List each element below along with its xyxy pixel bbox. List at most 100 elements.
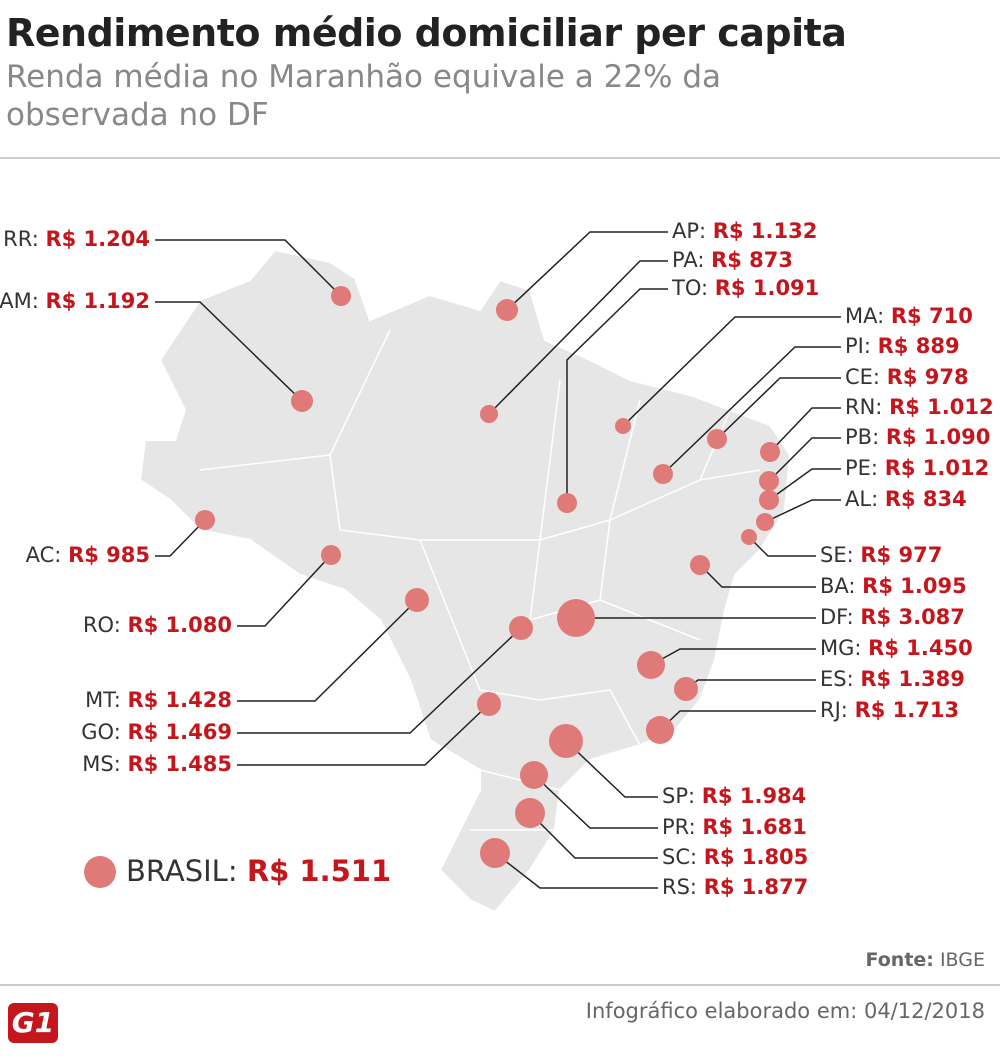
state-label: MG: R$ 1.450 [820,636,973,660]
state-dot [549,724,583,758]
state-label: ES: R$ 1.389 [820,667,965,691]
leader-line [622,316,841,427]
state-value: R$ 1.095 [862,574,967,598]
state-dot [557,493,577,513]
credit: Infográfico elaborado em: 04/12/2018 [586,999,985,1023]
state-value: R$ 1.984 [702,784,807,808]
state-code: MA: [845,304,884,328]
state-dot [690,555,710,575]
state-label: RO: R$ 1.080 [83,613,232,637]
state-label: RJ: R$ 1.713 [820,698,959,722]
leader-line [155,301,303,402]
state-dot [291,390,313,412]
leader-line [768,437,841,482]
leader-line [237,627,522,734]
state-code: PB: [845,425,879,449]
state-dot [760,442,780,462]
state-dot [674,677,698,701]
state-dot [741,529,757,545]
state-value: R$ 834 [885,487,967,511]
leader-line [488,260,668,415]
state-code: AC: [26,543,62,567]
state-value: R$ 1.012 [889,395,994,419]
leader-line [769,407,841,453]
state-label: SE: R$ 977 [820,543,942,567]
state-label: GO: R$ 1.469 [81,720,232,744]
state-dot [496,299,518,321]
state-value: R$ 1.204 [45,227,150,251]
state-label: PI: R$ 889 [845,334,960,358]
national-label: BRASIL: [126,854,238,888]
state-value: R$ 978 [887,365,969,389]
state-label: MT: R$ 1.428 [85,688,232,712]
state-label: RR: R$ 1.204 [3,227,150,251]
state-code: DF: [820,605,854,629]
state-value: R$ 1.681 [702,815,807,839]
state-value: R$ 1.428 [127,688,232,712]
state-code: RR: [3,227,39,251]
leader-line [565,740,658,798]
state-code: RO: [83,613,121,637]
state-dot [480,838,510,868]
state-value: R$ 1.469 [127,720,232,744]
leader-line [237,703,490,766]
state-code: PI: [845,334,871,358]
state-value: R$ 1.713 [855,698,960,722]
state-code: RN: [845,395,882,419]
state-code: AP: [672,219,706,243]
state-value: R$ 1.091 [715,276,820,300]
state-label: RS: R$ 1.877 [662,875,808,899]
state-dot [480,405,498,423]
state-dot [653,464,673,484]
state-label: PB: R$ 1.090 [845,425,990,449]
state-code: MS: [82,752,121,776]
state-dot [615,418,631,434]
state-label: BA: R$ 1.095 [820,574,967,598]
state-label: RN: R$ 1.012 [845,395,994,419]
state-value: R$ 1.877 [704,875,809,899]
leader-line [529,812,658,859]
state-value: R$ 710 [891,304,973,328]
leader-line [662,346,841,475]
state-dot [195,510,215,530]
source-name: IBGE [940,949,985,971]
state-label: MA: R$ 710 [845,304,973,328]
state-dot [637,651,665,679]
subtitle: Renda média no Maranhão equivale a 22% d… [6,59,722,133]
national-value: R$ 1.511 [247,854,391,888]
leader-line [699,564,816,588]
state-code: SE: [820,543,854,567]
state-dot [646,716,674,744]
brazil-outline [138,248,792,914]
state-value: R$ 1.485 [127,752,232,776]
state-label: PE: R$ 1.012 [845,456,989,480]
state-value: R$ 889 [878,334,960,358]
state-dot [707,429,727,449]
state-label: AL: R$ 834 [845,487,967,511]
state-label: SP: R$ 1.984 [662,784,806,808]
leader-line [155,239,342,297]
leader-line [237,599,418,702]
leader-line [748,536,816,557]
state-dot [759,490,779,510]
leader-line [237,554,332,627]
state-label: MS: R$ 1.485 [82,752,232,776]
state-dot [759,471,779,491]
state-code: AM: [0,289,39,313]
state-value: R$ 1.450 [868,636,973,660]
leader-line [494,852,658,889]
state-value: R$ 873 [711,248,793,272]
state-value: R$ 1.389 [860,667,965,691]
state-label: AC: R$ 985 [26,543,150,567]
state-label: PR: R$ 1.681 [662,815,807,839]
state-value: R$ 977 [860,543,942,567]
source-label: Fonte: [866,949,934,971]
logo: G1 [12,1006,54,1039]
state-label: DF: R$ 3.087 [820,605,965,629]
leader-line [533,774,658,829]
state-code: RS: [662,875,697,899]
state-dot [515,798,545,828]
state-label: AM: R$ 1.192 [0,289,150,313]
state-dot [557,599,595,637]
